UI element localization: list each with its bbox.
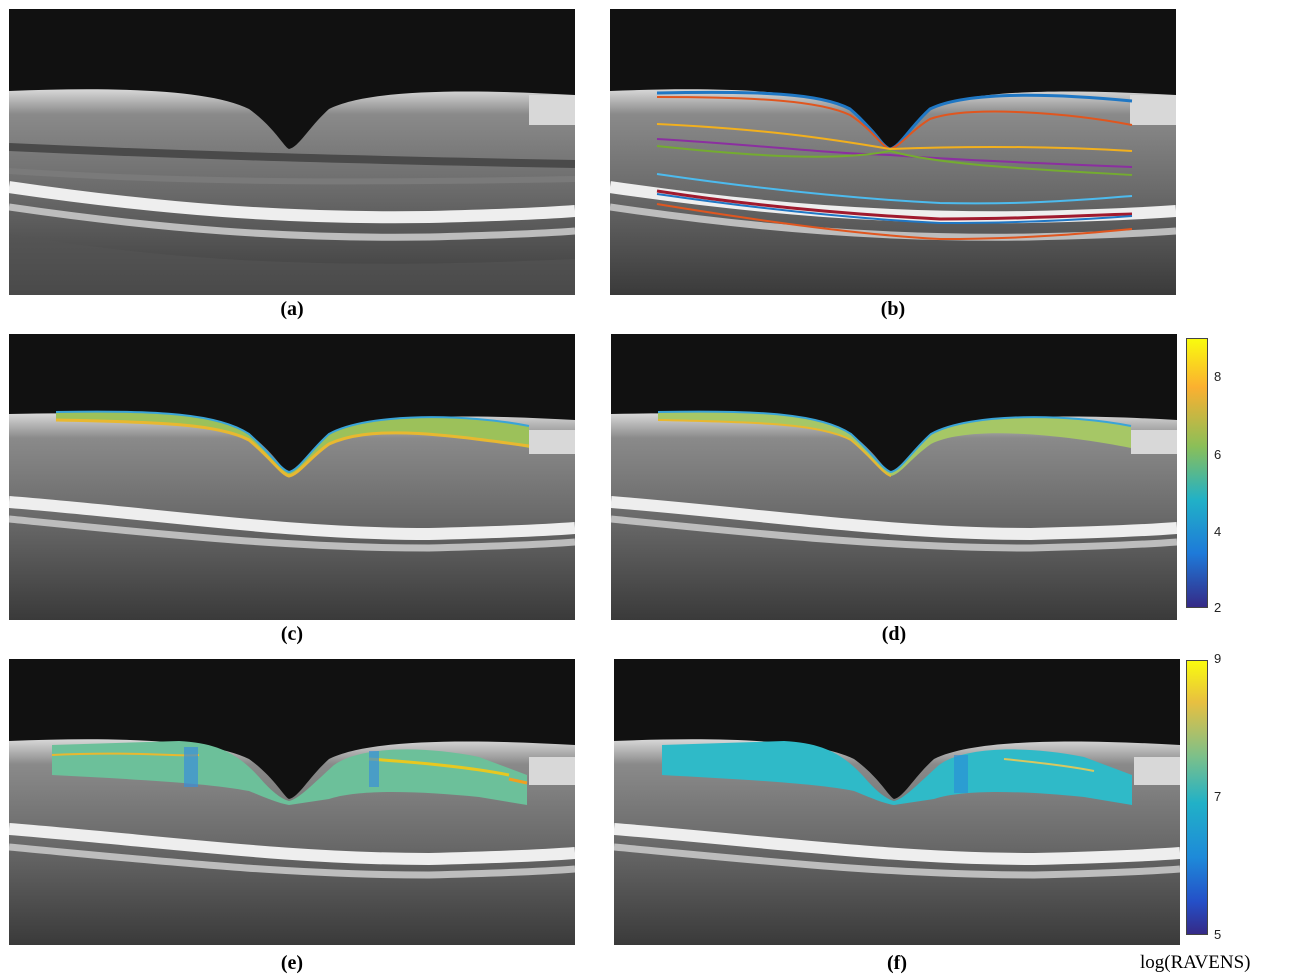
oct-panel-b <box>610 9 1176 295</box>
oct-panel-f <box>614 659 1180 945</box>
oct-scan-ravens-d <box>611 334 1177 620</box>
ravens-overlay <box>658 411 1131 476</box>
colorbar-label: log(RAVENS) <box>1140 952 1251 973</box>
oct-panel-e <box>9 659 575 945</box>
layer-line-ipl <box>656 138 1133 168</box>
ravens-overlay <box>662 741 1132 805</box>
oct-panel-d <box>611 334 1177 620</box>
colorbar-top-tick: 6 <box>1214 447 1222 462</box>
oct-panel-a <box>9 9 575 295</box>
oct-scan-ravens-f <box>614 659 1180 945</box>
colorbar-bottom-tick: 9 <box>1214 651 1222 666</box>
caption-b: (b) <box>880 298 906 320</box>
ravens-overlay <box>56 411 529 476</box>
colorbar-top-tick: 4 <box>1214 524 1222 539</box>
colorbar-bottom-tick: 5 <box>1214 927 1222 942</box>
oct-scan-ravens-c <box>9 334 575 620</box>
colorbar-top-tick: 2 <box>1214 600 1222 615</box>
layer-line-elm <box>656 189 1133 221</box>
layer-line-gcl <box>656 123 1133 152</box>
layer-line-inl <box>656 145 1133 176</box>
oct-scan-segmented <box>610 9 1176 295</box>
layer-line-opl <box>656 173 1133 205</box>
caption-e: (e) <box>280 952 304 974</box>
colorbar-bottom-tick: 7 <box>1214 789 1222 804</box>
layer-line-bm <box>656 203 1133 241</box>
colorbar-top <box>1186 338 1208 608</box>
oct-scan-ravens-e <box>9 659 575 945</box>
caption-a: (a) <box>280 298 304 320</box>
caption-c: (c) <box>280 623 304 645</box>
oct-panel-c <box>9 334 575 620</box>
caption-d: (d) <box>881 623 907 645</box>
oct-scan-image <box>9 9 575 295</box>
layer-line-isos <box>656 193 1133 225</box>
colorbar-top-tick: 8 <box>1214 369 1222 384</box>
ravens-overlay <box>52 741 527 805</box>
colorbar-bottom <box>1186 660 1208 935</box>
caption-f: (f) <box>887 952 907 974</box>
